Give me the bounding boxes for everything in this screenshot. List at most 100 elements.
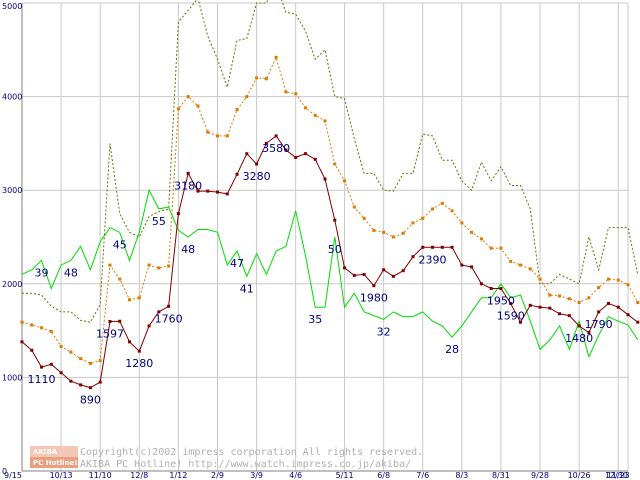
series-1-point <box>294 92 298 96</box>
series-0-point <box>597 310 601 314</box>
x-tick-label: 8/3 <box>455 471 468 480</box>
series-0-point <box>196 189 200 193</box>
series-1-point <box>333 162 337 166</box>
data-label: 1480 <box>565 332 593 345</box>
series-1-point <box>284 90 288 94</box>
x-tick-label: 9/28 <box>531 471 549 480</box>
series-0-point <box>294 155 298 159</box>
series-1-point <box>626 283 630 287</box>
series-1-point <box>79 357 83 361</box>
x-tick-label: 4/6 <box>289 471 302 480</box>
data-label: 50 <box>328 243 342 256</box>
series-0-point <box>509 301 513 305</box>
series-1-point <box>343 179 347 183</box>
series-1-point <box>128 298 132 302</box>
data-label: 48 <box>181 243 195 256</box>
watermark: AKIBA PC Hotline! Copyright(c)2002 impre… <box>30 446 423 470</box>
y-tick-label: 5000 <box>2 2 22 11</box>
x-tick-label: 7/6 <box>416 471 429 480</box>
series-0-point <box>343 266 347 270</box>
series-0-point <box>235 172 239 176</box>
series-0-point <box>303 152 307 156</box>
series-0-point <box>20 340 24 344</box>
series-0-point <box>577 324 581 328</box>
series-0-point <box>518 320 522 324</box>
x-tick-label: 8/31 <box>492 471 510 480</box>
series-0-point <box>411 255 415 259</box>
series-0-point <box>362 272 366 276</box>
series-0-point <box>264 141 268 145</box>
x-tick-label: 11/23 <box>607 471 630 480</box>
series-0-point <box>69 379 73 383</box>
series-0-point <box>215 190 219 194</box>
data-label: 55 <box>152 215 166 228</box>
series-0-point <box>88 386 92 390</box>
series-0-point <box>128 340 132 344</box>
series-1-point <box>215 134 219 138</box>
data-label: 1110 <box>28 373 56 386</box>
data-label: 45 <box>113 238 127 251</box>
series-0-point <box>440 245 444 249</box>
data-label: 1280 <box>125 357 153 370</box>
series-1-point <box>157 266 161 270</box>
x-tick-label: 11/10 <box>89 471 112 480</box>
series-0-point <box>548 306 552 310</box>
series-1-point <box>264 77 268 81</box>
series-0-point <box>636 320 640 324</box>
series-1-point <box>40 326 44 330</box>
series-1-point <box>196 104 200 108</box>
data-label: 32 <box>377 325 391 338</box>
series-1-point <box>137 296 141 300</box>
series-0-point <box>382 268 386 272</box>
series-1-point <box>274 55 278 59</box>
series-0-point <box>616 305 620 309</box>
series-1-point <box>255 76 259 80</box>
series-1-point <box>528 267 532 271</box>
x-tick-label: 2/9 <box>211 471 224 480</box>
series-1-point <box>450 209 454 213</box>
series-1-point <box>548 293 552 297</box>
y-tick-label: 2000 <box>2 280 22 289</box>
series-0-point <box>206 189 210 193</box>
series-0-point <box>186 171 190 175</box>
series-1-point <box>98 359 102 363</box>
series-0-point <box>391 274 395 278</box>
data-label: 3280 <box>243 170 271 183</box>
data-label: 3580 <box>262 142 290 155</box>
series-1-point <box>587 296 591 300</box>
series-1-point <box>167 264 171 268</box>
series-0-point <box>108 320 112 324</box>
series-0-point <box>255 162 259 166</box>
series-1-point <box>460 221 464 225</box>
series-0-point <box>450 245 454 249</box>
series-0-point <box>372 284 376 288</box>
series-0-point <box>147 324 151 328</box>
series-1-point <box>597 286 601 290</box>
series-1-point <box>147 263 151 267</box>
series-1-point <box>323 119 327 123</box>
data-label: 2390 <box>419 253 447 266</box>
series-0-point <box>245 152 249 156</box>
data-label: 1980 <box>360 292 388 305</box>
data-label: 39 <box>35 266 49 279</box>
data-label: 3180 <box>174 179 202 192</box>
site-url-text: AKIBA PC Hotline! http://www.watch.impre… <box>80 459 411 470</box>
series-0-point <box>421 245 425 249</box>
series-1-point <box>186 95 190 99</box>
data-label: 1597 <box>96 328 124 341</box>
series-0-point <box>313 157 317 161</box>
series-1-point <box>362 216 366 220</box>
x-tick-label: 12/8 <box>130 471 148 480</box>
series-0-point <box>333 218 337 222</box>
series-0-point <box>401 269 405 273</box>
series-1-point <box>206 130 210 134</box>
series-1-point <box>20 320 24 324</box>
series-0-point <box>431 245 435 249</box>
data-label: 1790 <box>585 318 613 331</box>
series-0-point <box>167 304 171 308</box>
series-0-point <box>323 177 327 181</box>
series-0-point <box>225 192 229 196</box>
x-tick-label: 5/11 <box>336 471 354 480</box>
